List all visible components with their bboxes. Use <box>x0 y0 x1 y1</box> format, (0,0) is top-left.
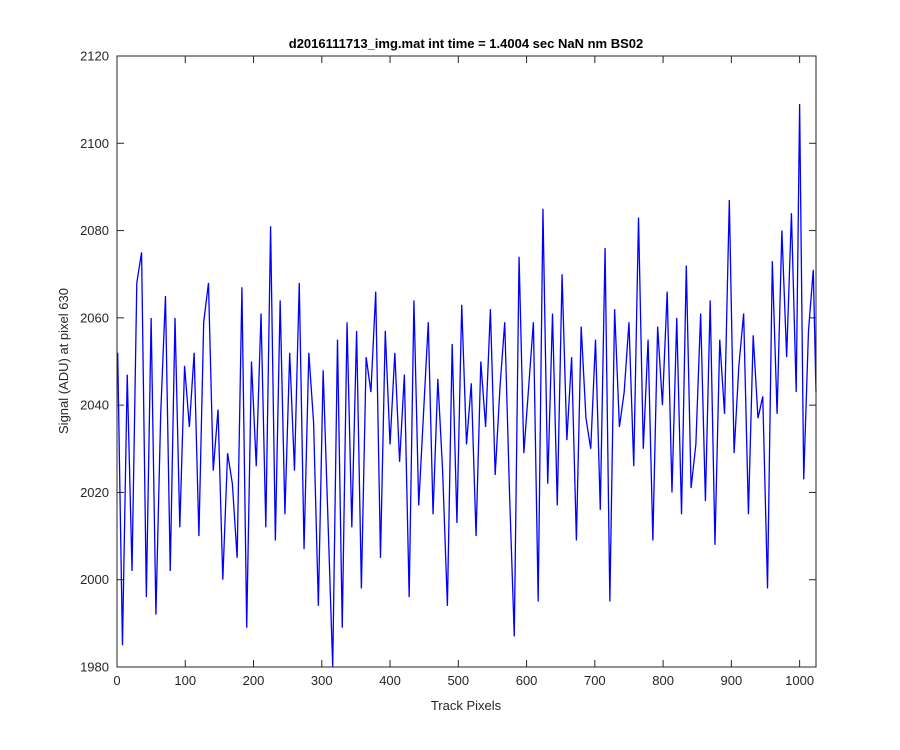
signal-series-line <box>117 104 817 668</box>
x-tick-label: 700 <box>584 673 606 688</box>
x-tick-label: 0 <box>113 673 120 688</box>
x-tick-label: 200 <box>243 673 265 688</box>
ticks-group: 0 100 200 300 400 500 600 700 800 900 1000 1980 2000… <box>80 49 816 688</box>
x-tick-label: 400 <box>379 673 401 688</box>
y-tick-label: 2080 <box>80 223 109 238</box>
y-tick-label: 1980 <box>80 660 109 675</box>
x-axis-label: Track Pixels <box>431 698 502 713</box>
y-tick-label: 2040 <box>80 398 109 413</box>
x-tick-label: 600 <box>516 673 538 688</box>
x-tick-label: 1000 <box>785 673 814 688</box>
x-tick-label: 800 <box>652 673 674 688</box>
chart-title: d2016111713_img.mat int time = 1.4004 se… <box>289 36 643 51</box>
y-tick-label: 2120 <box>80 49 109 64</box>
x-tick-label: 100 <box>174 673 196 688</box>
y-tick-label: 2020 <box>80 485 109 500</box>
plot-frame <box>116 55 817 668</box>
x-tick-label: 500 <box>447 673 469 688</box>
y-tick-label: 2060 <box>80 310 109 325</box>
y-tick-label: 2100 <box>80 136 109 151</box>
x-tick-label: 300 <box>311 673 333 688</box>
y-tick-label: 2000 <box>80 572 109 587</box>
x-tick-label: 900 <box>721 673 743 688</box>
y-axis-label: Signal (ADU) at pixel 630 <box>56 288 71 434</box>
